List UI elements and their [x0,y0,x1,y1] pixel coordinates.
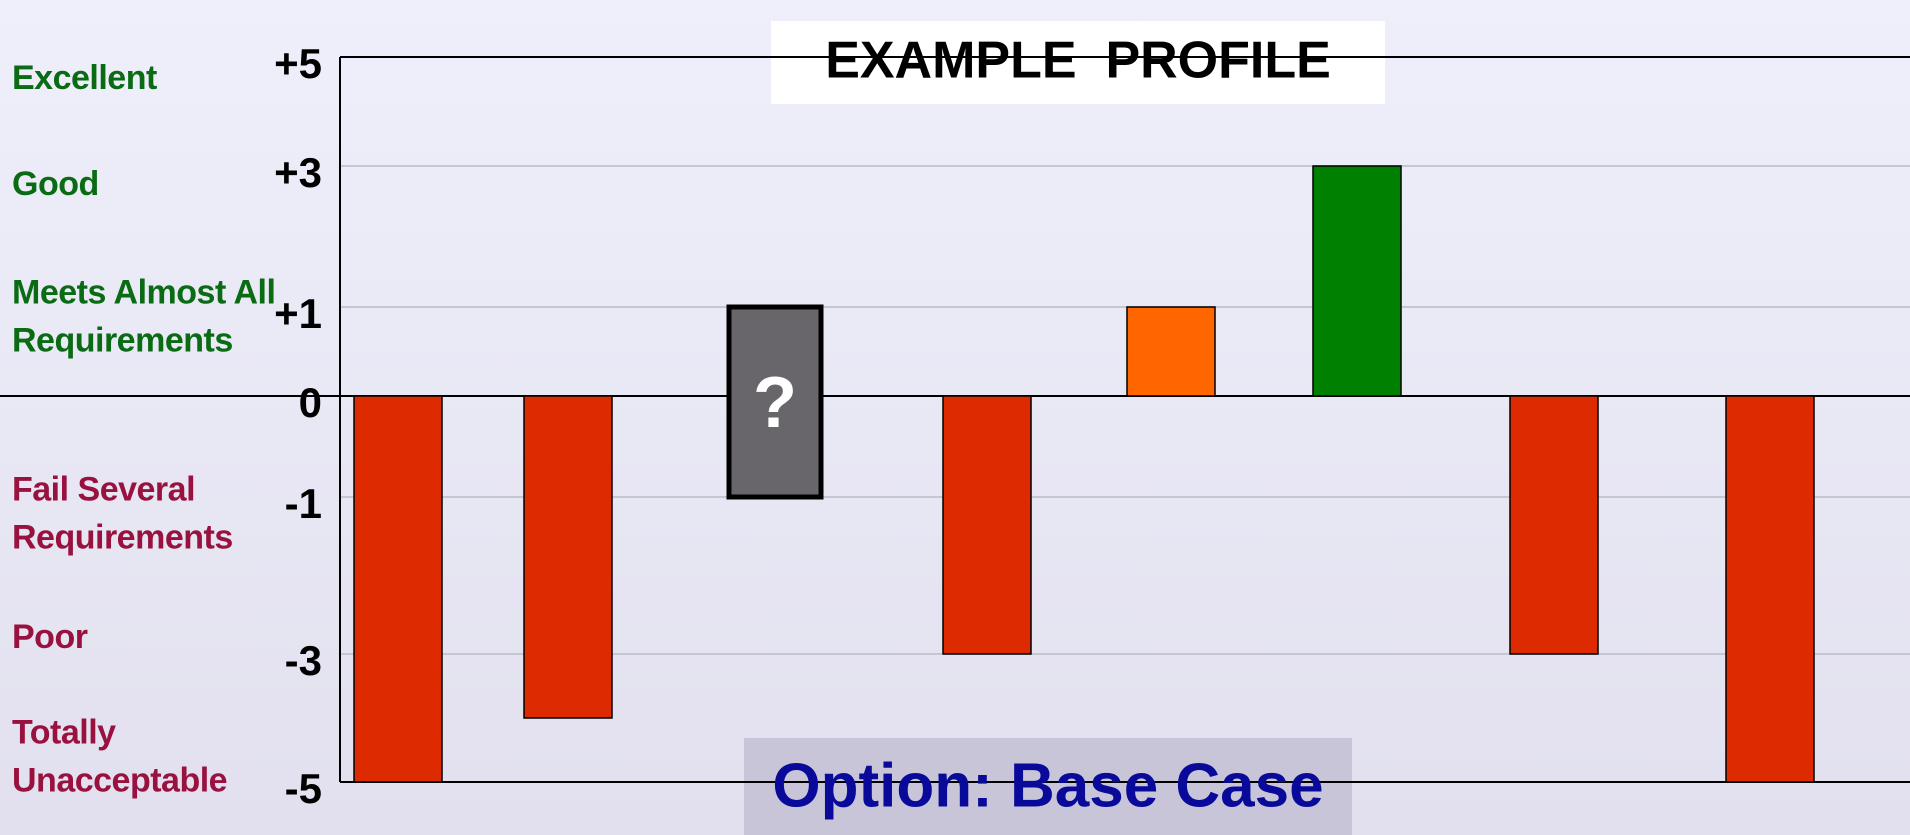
y-tick-label: -3 [285,637,322,684]
rating-label: Good [12,165,99,204]
y-tick-label: +5 [274,40,322,87]
uncertain-label: ? [753,363,797,443]
chart-subtitle: Option: Base Case [772,751,1323,820]
rating-label: Fail Several Requirements [12,470,233,556]
rating-label: Totally Unacceptable [12,713,228,799]
rating-label: Excellent [12,59,157,98]
y-tick-label: +1 [274,290,322,337]
rating-label: Meets Almost All Requirements [12,273,276,359]
y-tick-label: 0 [299,379,322,426]
title-box [771,21,1385,104]
chart-title: EXAMPLE PROFILE [825,32,1331,90]
bar [942,395,1032,655]
bar [1725,395,1815,783]
y-tick-label: -1 [285,480,322,527]
y-tick-label: -5 [285,765,322,812]
bar [1126,306,1216,397]
y-tick-label: +3 [274,149,322,196]
subtitle-box [744,738,1352,835]
bar [1312,165,1402,397]
bar [1509,395,1599,655]
rating-label: Poor [12,618,88,657]
bar [523,395,613,719]
bar [353,395,443,783]
uncertain-bar [726,304,824,500]
